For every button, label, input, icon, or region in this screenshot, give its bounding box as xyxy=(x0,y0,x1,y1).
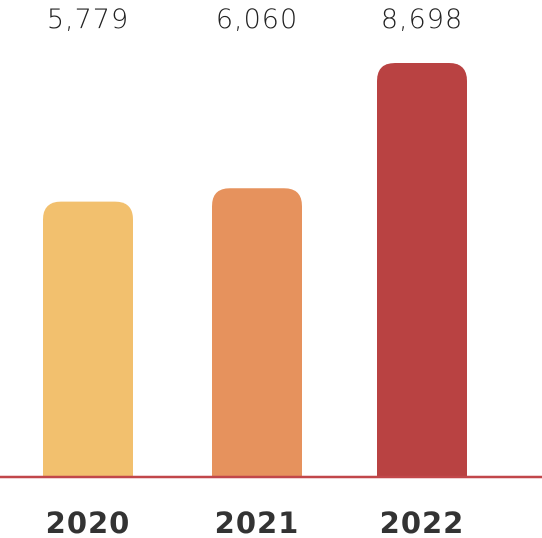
bar xyxy=(212,188,302,476)
value-label: 6,060 xyxy=(216,4,298,35)
value-label: 8,698 xyxy=(381,4,463,35)
bar xyxy=(43,201,133,477)
value-label: 5,779 xyxy=(47,4,129,35)
x-tick-label: 2022 xyxy=(380,506,465,538)
x-tick-label: 2021 xyxy=(215,506,300,538)
bar xyxy=(377,63,467,476)
x-tick-label: 2020 xyxy=(46,506,131,538)
